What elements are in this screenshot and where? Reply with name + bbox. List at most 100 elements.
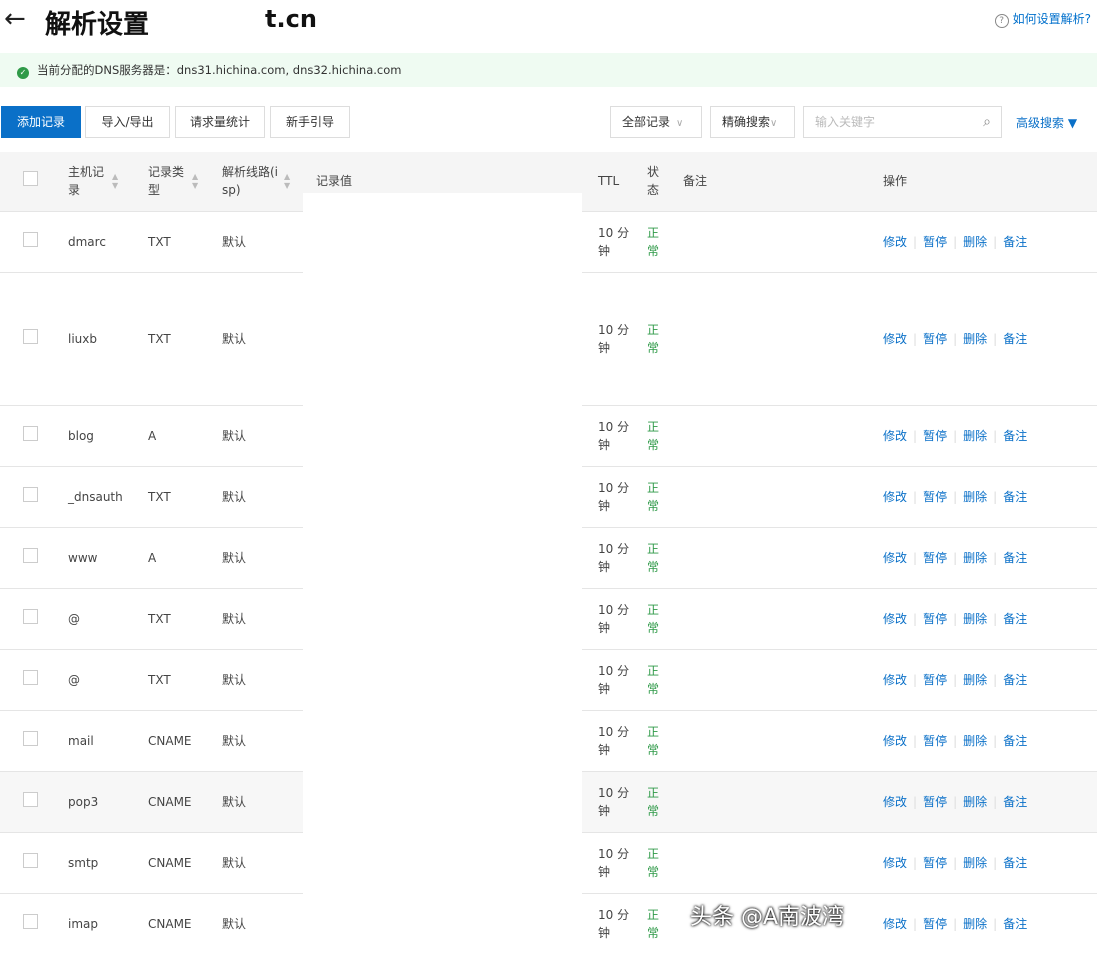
remark-link[interactable]: 备注 — [1003, 611, 1028, 626]
delete-link[interactable]: 删除 — [963, 611, 988, 626]
guide-button[interactable]: 新手引导 — [270, 106, 350, 138]
edit-link[interactable]: 修改 — [883, 550, 908, 565]
remark-link[interactable]: 备注 — [1003, 794, 1028, 809]
checkbox[interactable] — [23, 852, 38, 868]
divider: | — [913, 855, 918, 870]
edit-link[interactable]: 修改 — [883, 611, 908, 626]
divider: | — [953, 550, 958, 565]
divider: | — [913, 611, 918, 626]
col-ttl: TTL — [598, 152, 647, 211]
delete-link[interactable]: 删除 — [963, 916, 988, 931]
checkbox[interactable] — [23, 669, 38, 685]
col-host[interactable]: 主机记录 ▲ ▼ — [68, 152, 148, 211]
select-all[interactable] — [0, 152, 68, 211]
match-mode-select[interactable]: 精确搜索∨ — [710, 106, 795, 138]
record-filter-select[interactable]: 全部记录 ∨ — [610, 106, 702, 138]
row-select[interactable] — [0, 210, 68, 272]
search-icon[interactable]: ⌕ — [983, 114, 991, 130]
ttl-cell: 10 分钟 — [598, 770, 647, 832]
pause-link[interactable]: 暂停 — [923, 234, 948, 249]
row-select[interactable] — [0, 271, 68, 405]
edit-link[interactable]: 修改 — [883, 672, 908, 687]
row-select[interactable] — [0, 709, 68, 771]
delete-link[interactable]: 删除 — [963, 428, 988, 443]
delete-link[interactable]: 删除 — [963, 489, 988, 504]
delete-link[interactable]: 删除 — [963, 672, 988, 687]
checkbox[interactable] — [23, 730, 38, 746]
pause-link[interactable]: 暂停 — [923, 855, 948, 870]
checkbox[interactable] — [23, 486, 38, 502]
row-select[interactable] — [0, 587, 68, 649]
pause-link[interactable]: 暂停 — [923, 611, 948, 626]
checkbox[interactable] — [23, 425, 38, 441]
help-link[interactable]: ? 如何设置解析? — [994, 10, 1091, 28]
sort-icon[interactable]: ▲ ▼ — [112, 172, 119, 191]
row-select[interactable] — [0, 648, 68, 710]
stats-button[interactable]: 请求量统计 — [175, 106, 265, 138]
remark-link[interactable]: 备注 — [1003, 234, 1028, 249]
sort-icon[interactable]: ▲ ▼ — [192, 172, 199, 191]
remark-cell — [683, 404, 883, 466]
row-select[interactable] — [0, 770, 68, 832]
checkbox[interactable] — [23, 547, 38, 563]
delete-link[interactable]: 删除 — [963, 855, 988, 870]
line-cell: 默认 — [222, 587, 316, 649]
pause-link[interactable]: 暂停 — [923, 489, 948, 504]
edit-link[interactable]: 修改 — [883, 489, 908, 504]
col-ops: 操作 — [883, 152, 1097, 211]
pause-link[interactable]: 暂停 — [923, 331, 948, 346]
remark-link[interactable]: 备注 — [1003, 489, 1028, 504]
edit-link[interactable]: 修改 — [883, 331, 908, 346]
import-export-button[interactable]: 导入/导出 — [85, 106, 170, 138]
checkbox[interactable] — [23, 231, 38, 247]
edit-link[interactable]: 修改 — [883, 794, 908, 809]
pause-link[interactable]: 暂停 — [923, 428, 948, 443]
delete-link[interactable]: 删除 — [963, 794, 988, 809]
advanced-search-link[interactable]: 高级搜索 ▼ — [1016, 116, 1078, 130]
remark-cell — [683, 648, 883, 710]
delete-link[interactable]: 删除 — [963, 234, 988, 249]
edit-link[interactable]: 修改 — [883, 855, 908, 870]
checkbox[interactable] — [23, 608, 38, 624]
row-select[interactable] — [0, 526, 68, 588]
search-input[interactable]: 输入关键字 ⌕ — [803, 106, 1002, 138]
divider: | — [993, 489, 998, 504]
edit-link[interactable]: 修改 — [883, 428, 908, 443]
checkbox[interactable] — [23, 791, 38, 807]
remark-link[interactable]: 备注 — [1003, 733, 1028, 748]
delete-link[interactable]: 删除 — [963, 331, 988, 346]
page-title: 解析设置 — [45, 10, 150, 40]
delete-link[interactable]: 删除 — [963, 550, 988, 565]
edit-link[interactable]: 修改 — [883, 733, 908, 748]
remark-link[interactable]: 备注 — [1003, 672, 1028, 687]
ops-cell: 修改 | 暂停 | 删除 | 备注 — [883, 831, 1097, 893]
pause-link[interactable]: 暂停 — [923, 672, 948, 687]
row-select[interactable] — [0, 404, 68, 466]
line-cell: 默认 — [222, 210, 316, 272]
checkbox[interactable] — [23, 328, 38, 344]
col-type[interactable]: 记录类型 ▲ ▼ — [148, 152, 222, 211]
checkbox[interactable] — [23, 171, 38, 187]
chevron-down-icon: ∨ — [676, 118, 684, 129]
line-cell: 默认 — [222, 831, 316, 893]
delete-link[interactable]: 删除 — [963, 733, 988, 748]
add-record-button[interactable]: 添加记录 — [1, 106, 81, 138]
pause-link[interactable]: 暂停 — [923, 794, 948, 809]
row-select[interactable] — [0, 892, 68, 954]
row-select[interactable] — [0, 465, 68, 527]
edit-link[interactable]: 修改 — [883, 916, 908, 931]
pause-link[interactable]: 暂停 — [923, 550, 948, 565]
arrow-left-icon[interactable]: ← — [4, 4, 26, 34]
remark-link[interactable]: 备注 — [1003, 855, 1028, 870]
row-select[interactable] — [0, 831, 68, 893]
sort-icon[interactable]: ▲ ▼ — [284, 172, 291, 191]
pause-link[interactable]: 暂停 — [923, 733, 948, 748]
remark-link[interactable]: 备注 — [1003, 550, 1028, 565]
remark-link[interactable]: 备注 — [1003, 916, 1028, 931]
edit-link[interactable]: 修改 — [883, 234, 908, 249]
col-line[interactable]: 解析线路(isp) ▲ ▼ — [222, 152, 316, 211]
remark-link[interactable]: 备注 — [1003, 428, 1028, 443]
remark-link[interactable]: 备注 — [1003, 331, 1028, 346]
pause-link[interactable]: 暂停 — [923, 916, 948, 931]
checkbox[interactable] — [23, 913, 38, 929]
